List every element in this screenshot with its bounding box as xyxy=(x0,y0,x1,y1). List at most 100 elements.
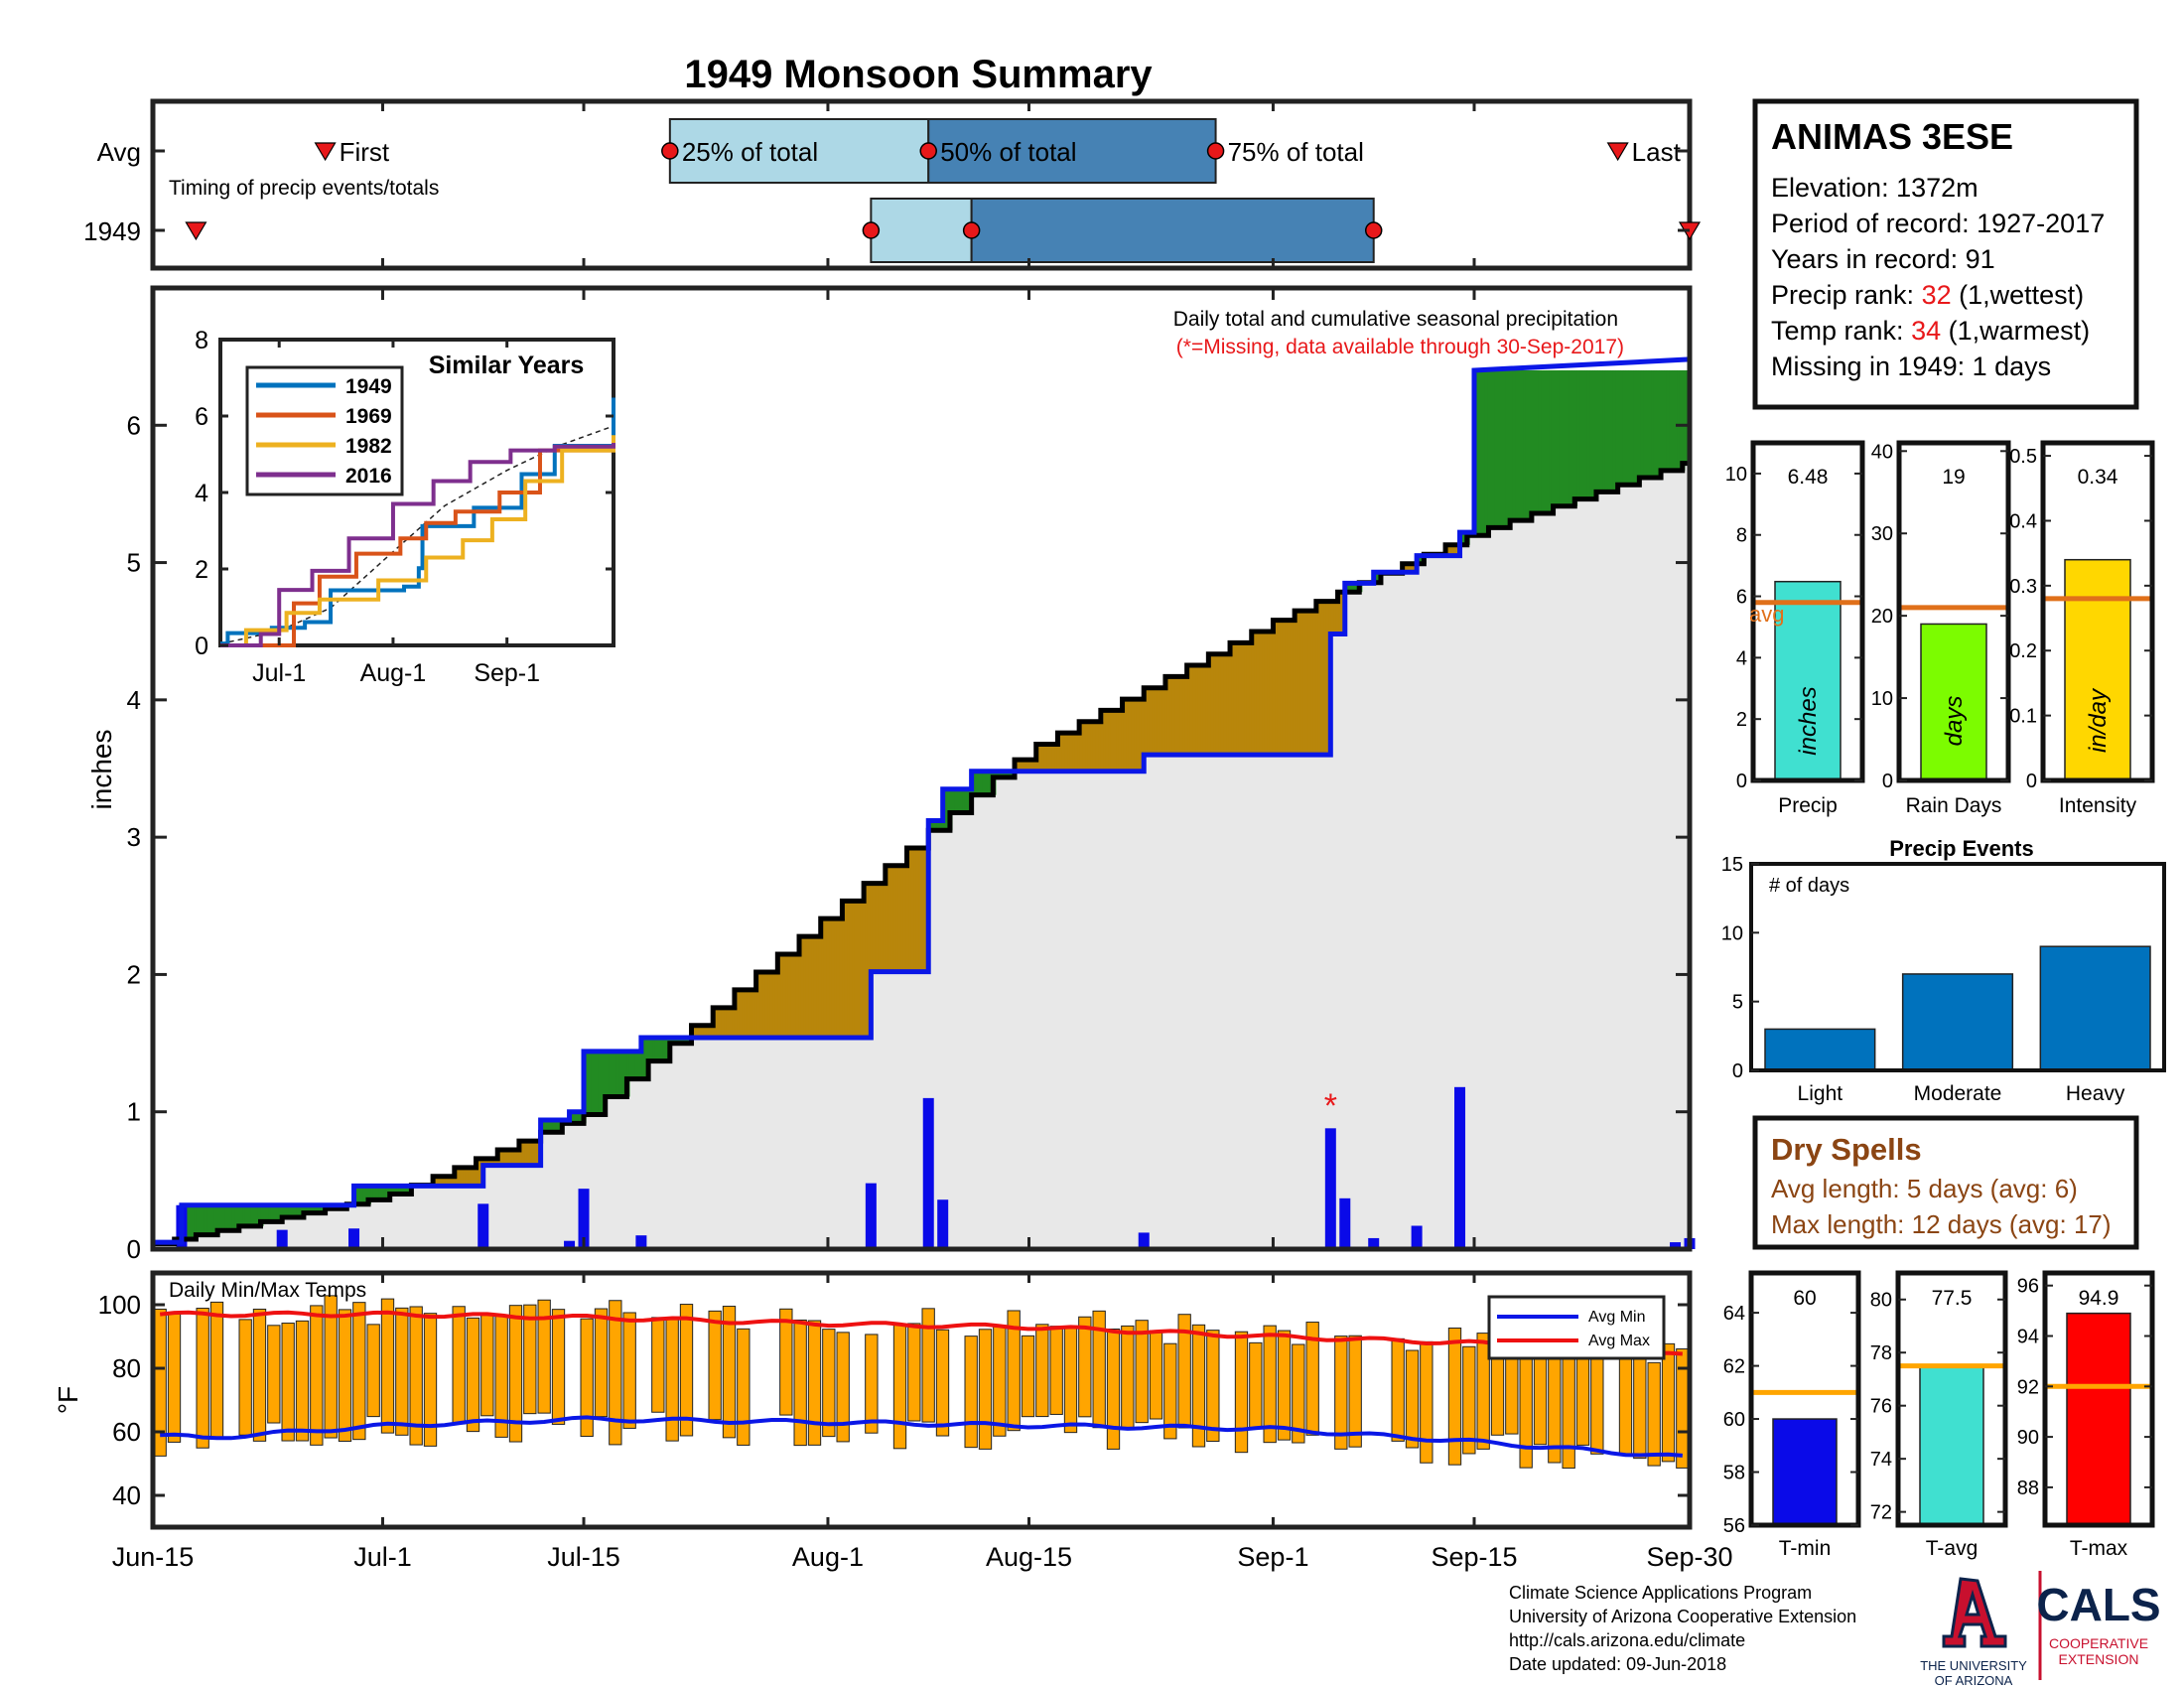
above-average-fill xyxy=(939,820,943,831)
below-average-fill xyxy=(1305,611,1309,756)
timing-panel: Avg 1949 Timing of precip events/totals … xyxy=(83,98,1702,271)
above-average-fill xyxy=(359,1186,364,1204)
summary-ytick-label: 8 xyxy=(1736,525,1747,547)
temp-summary-bar-t-min xyxy=(1772,1418,1838,1526)
below-average-fill xyxy=(764,971,768,1039)
daily-temp-bar xyxy=(1007,1310,1021,1432)
cals-logo: CALS COOPERATIVE EXTENSION xyxy=(2036,1579,2160,1667)
below-average-fill xyxy=(1267,631,1271,756)
below-average-fill xyxy=(1166,676,1170,756)
above-average-fill xyxy=(1497,369,1501,528)
daily-temp-bar xyxy=(822,1329,836,1438)
above-average-fill xyxy=(1008,771,1012,777)
above-average-fill xyxy=(268,1204,272,1222)
above-average-fill xyxy=(365,1186,369,1204)
above-average-fill xyxy=(1597,369,1601,492)
below-average-fill xyxy=(918,848,922,972)
above-average-fill xyxy=(1525,369,1530,521)
below-average-fill xyxy=(701,1025,705,1039)
below-average-fill xyxy=(452,1176,457,1187)
svg-text:THE UNIVERSITY: THE UNIVERSITY xyxy=(1920,1658,2027,1673)
below-average-fill xyxy=(439,1176,444,1187)
daily-temp-bar xyxy=(324,1295,338,1439)
above-average-fill xyxy=(1541,369,1545,513)
below-average-fill xyxy=(1275,620,1279,756)
below-average-fill xyxy=(834,918,838,1039)
below-average-fill xyxy=(1030,760,1035,772)
above-average-fill xyxy=(1523,369,1527,521)
below-average-fill xyxy=(1246,642,1250,756)
below-average-fill xyxy=(732,1007,736,1039)
daily-temp-bar xyxy=(708,1310,722,1421)
below-average-fill xyxy=(829,918,833,1039)
above-average-fill xyxy=(946,788,950,831)
daily-temp-bar xyxy=(1292,1343,1305,1444)
below-average-fill xyxy=(923,848,927,972)
above-average-fill xyxy=(1653,369,1658,479)
above-average-fill xyxy=(275,1204,280,1222)
footer-line1: Climate Science Applications Program xyxy=(1509,1583,1812,1603)
below-average-fill xyxy=(1085,721,1089,772)
above-average-fill xyxy=(1648,369,1652,479)
above-average-fill xyxy=(1354,583,1358,593)
below-average-fill xyxy=(737,989,741,1039)
below-average-fill xyxy=(842,918,846,1039)
above-average-fill xyxy=(199,1204,203,1235)
daily-temp-bar xyxy=(551,1309,566,1425)
below-average-fill xyxy=(1105,710,1109,772)
main-ytick-label: 6 xyxy=(127,410,141,440)
below-average-fill xyxy=(1164,687,1168,756)
above-average-fill xyxy=(1594,369,1598,499)
above-average-fill xyxy=(949,788,953,831)
above-average-fill xyxy=(237,1204,241,1231)
below-average-fill xyxy=(862,901,866,1039)
below-average-fill xyxy=(1141,699,1146,772)
daily-temp-bar xyxy=(892,1324,907,1450)
above-average-fill xyxy=(375,1186,379,1200)
below-average-fill xyxy=(1189,665,1194,756)
daily-temp-bar xyxy=(1078,1316,1092,1418)
above-average-fill xyxy=(975,771,979,795)
daily-temp-bar xyxy=(1676,1347,1690,1469)
station-years: Years in record: 91 xyxy=(1771,244,1995,274)
below-average-fill xyxy=(1317,601,1322,756)
events-ytick-label: 15 xyxy=(1721,854,1743,876)
timing-row-label-year: 1949 xyxy=(83,216,141,246)
x-axis-tick-label: Aug-15 xyxy=(986,1542,1072,1572)
above-average-fill xyxy=(1677,369,1681,471)
above-average-fill xyxy=(1418,555,1422,564)
above-average-fill xyxy=(670,1038,674,1044)
above-average-fill xyxy=(186,1204,190,1240)
daily-temp-bar xyxy=(196,1308,209,1449)
daily-precip-bar xyxy=(1324,1128,1336,1249)
below-average-fill xyxy=(458,1167,462,1187)
below-average-fill xyxy=(1095,721,1099,772)
inset-legend-entries: 1949 1969 1982 2016 xyxy=(256,375,392,488)
daily-temp-bar xyxy=(679,1304,694,1437)
daily-temp-bar xyxy=(1562,1350,1575,1470)
below-average-fill xyxy=(1192,665,1196,756)
season-summary-panels: 0 2 4 6 8 10 6.48 inches Precip 0 10 20 30 40 19 days Ra… xyxy=(1725,440,2155,817)
above-average-fill xyxy=(1643,369,1647,479)
above-average-fill xyxy=(549,1120,554,1133)
below-average-fill xyxy=(897,865,901,972)
below-average-fill xyxy=(782,954,786,1039)
cumulative-base-fill xyxy=(153,463,1690,1249)
below-average-fill xyxy=(818,936,822,1039)
main-ytick-label: 3 xyxy=(127,822,141,852)
below-average-fill xyxy=(1098,721,1102,772)
temp-summary-ytick-label: 58 xyxy=(1723,1463,1745,1484)
above-average-fill xyxy=(1512,369,1517,521)
summary-ytick-label: 10 xyxy=(1871,688,1893,710)
main-note: Daily total and cumulative seasonal prec… xyxy=(1173,308,1618,331)
daily-temp-bar xyxy=(537,1299,551,1414)
timing-first-triangle xyxy=(314,142,337,162)
below-average-fill xyxy=(1087,721,1091,772)
above-average-fill xyxy=(406,1186,410,1195)
station-period: Period of record: 1927-2017 xyxy=(1771,209,2105,238)
summary-ytick-label: 10 xyxy=(1725,464,1747,486)
daily-temp-bar xyxy=(1633,1354,1647,1460)
below-average-fill xyxy=(1136,699,1140,772)
temp-summary-ytick-label: 94 xyxy=(2017,1327,2039,1348)
timing-25-label: 25% of total xyxy=(682,137,818,167)
